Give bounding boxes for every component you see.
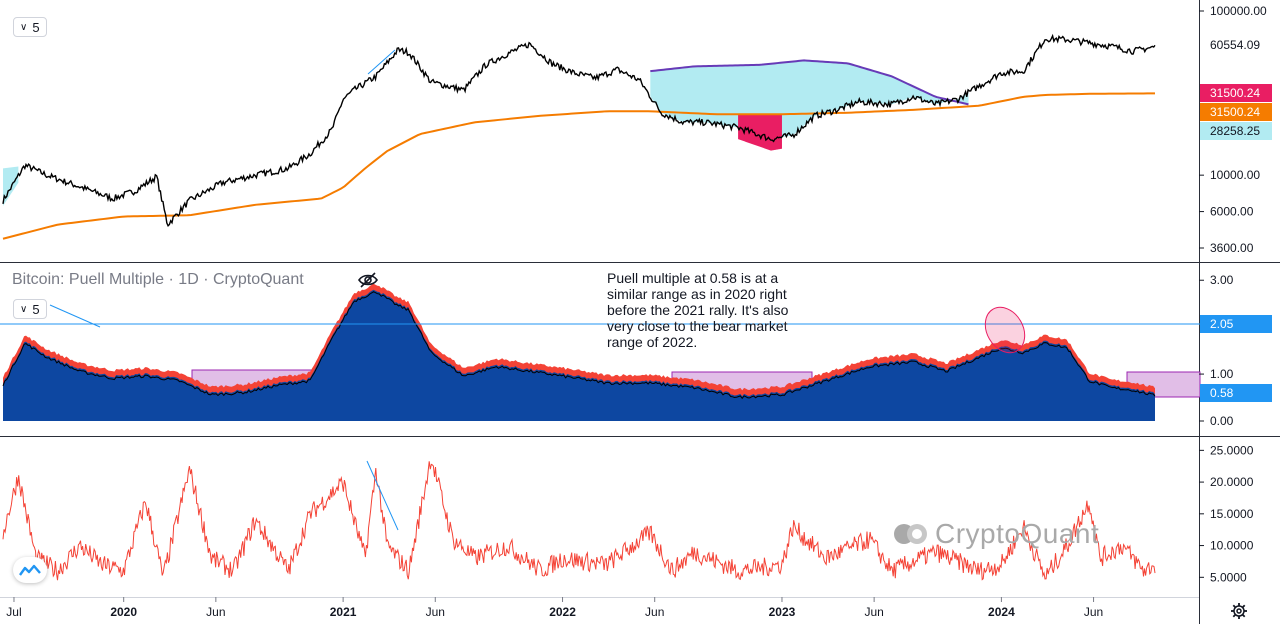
puell-interval-selector[interactable]: ∨ 5: [13, 299, 47, 319]
puell-series-group: [2, 283, 1156, 421]
tradingview-logo-button[interactable]: [13, 557, 47, 583]
moving-average-line: [2, 92, 1156, 240]
trendline-price[interactable]: [367, 49, 396, 75]
puell-badge: 0.58: [1210, 386, 1234, 400]
trendline-osc[interactable]: [366, 460, 399, 531]
oscillator-series-group: [2, 461, 1156, 581]
time-axis-label: Jun: [206, 605, 225, 619]
trendline-puell[interactable]: [49, 304, 101, 328]
puell-axis-label: 0.00: [1210, 414, 1234, 428]
below-average-fill: [738, 114, 782, 151]
upper-band-fill-early: [3, 166, 19, 206]
price-badge-bg: [1200, 36, 1272, 54]
price-axis-label: 3600.00: [1210, 241, 1254, 255]
puell-interval-label: 5: [32, 301, 40, 317]
time-axis-label: 2020: [110, 605, 137, 619]
chart-annotation-text[interactable]: Puell multiple at 0.58 is at a similar r…: [607, 270, 789, 350]
osc-axis-label: 5.0000: [1210, 570, 1247, 584]
chevron-down-icon: ∨: [20, 303, 28, 315]
puell-badge-bg: [1200, 384, 1272, 402]
price-interval-label: 5: [32, 19, 40, 35]
price-badge: 31500.24: [1210, 105, 1260, 119]
price-axis-label: 100000.00: [1210, 4, 1267, 18]
price-badge-bg: [1200, 122, 1272, 140]
time-axis-group: Jul 2020 Jun 2021 Jun 2022 Jun 2023 Jun 2024 Jun: [6, 597, 1103, 619]
osc-axis-label: 25.0000: [1210, 443, 1254, 457]
time-axis-label: 2021: [330, 605, 357, 619]
price-line: [2, 33, 1156, 228]
puell-area: [3, 289, 1155, 421]
puell-legend-title: Bitcoin: Puell Multiple · 1D · CryptoQua…: [12, 271, 304, 288]
puell-axis-label: 1.00: [1210, 367, 1234, 381]
watermark: CryptoQuant: [893, 518, 1099, 550]
price-badge: 60554.09: [1210, 38, 1260, 52]
puell-badge-bg: [1200, 315, 1272, 333]
price-axis-label: 10000.00: [1210, 168, 1260, 182]
osc-axis-label: 15.0000: [1210, 507, 1254, 521]
price-badge-bg: [1200, 103, 1272, 121]
time-axis-label: Jun: [1084, 605, 1103, 619]
highlight-ellipse[interactable]: [977, 300, 1032, 360]
watermark-text: CryptoQuant: [935, 518, 1100, 549]
price-interval-selector[interactable]: ∨ 5: [13, 17, 47, 37]
oscillator-line: [2, 461, 1156, 581]
price-badge: 28258.25: [1210, 124, 1260, 138]
chevron-down-icon: ∨: [20, 21, 28, 33]
osc-axis-label: 20.0000: [1210, 475, 1254, 489]
time-axis-label: Jul: [6, 605, 21, 619]
puell-badge: 2.05: [1210, 317, 1234, 331]
price-badge-bg: [1200, 84, 1272, 102]
cryptoquant-logo-icon: [894, 524, 927, 544]
price-axis-label: 6000.00: [1210, 205, 1254, 219]
eye-hidden-icon[interactable]: [357, 271, 379, 289]
axes-group: 100000.00 10000.00 6000.00 3600.00 3.00 1.00 0…: [1199, 4, 1272, 584]
puell-line: [2, 291, 1156, 400]
upper-band-fill: [650, 60, 969, 139]
price-badge: 31500.24: [1210, 86, 1260, 100]
upper-band-line: [650, 59, 969, 106]
time-axis-label: 2022: [549, 605, 576, 619]
wave-logo-icon: [19, 564, 41, 576]
osc-axis-label: 10.0000: [1210, 539, 1254, 553]
time-axis-label: Jun: [864, 605, 883, 619]
time-axis-label: Jun: [645, 605, 664, 619]
price-series-group: [2, 33, 1156, 240]
time-axis-label: 2023: [769, 605, 796, 619]
gear-icon[interactable]: [1230, 602, 1248, 620]
time-axis-label: 2024: [988, 605, 1015, 619]
time-axis-label: Jun: [426, 605, 445, 619]
puell-axis-label: 3.00: [1210, 273, 1234, 287]
